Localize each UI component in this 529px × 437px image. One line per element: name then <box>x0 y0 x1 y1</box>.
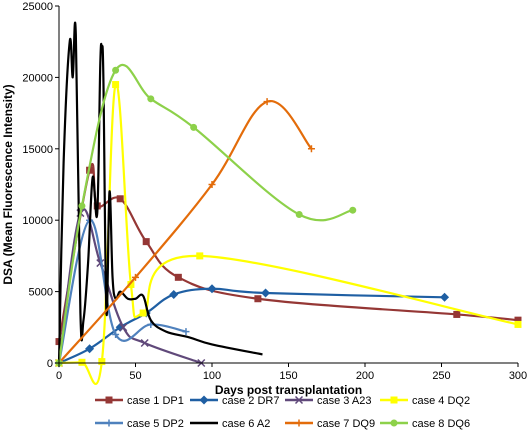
x-axis-ticks: 0 50 100 150 200 250 300 <box>56 363 527 382</box>
data-point-case-5-dp2 <box>112 330 120 338</box>
x-tick-label: 200 <box>356 370 374 382</box>
data-point-case-1-dp1 <box>142 238 150 246</box>
y-axis-title: DSA (Mean Fluorescence Intensity) <box>1 84 15 284</box>
legend-label: case 2 DR7 <box>222 395 279 407</box>
legend-item-case-3-a23: case 3 A23 <box>285 395 371 407</box>
legend-label: case 8 DQ6 <box>412 418 470 430</box>
legend: case 1 DP1 case 2 DR7 case 3 A23 case 4 DQ2… <box>95 395 470 430</box>
data-point-case-4-dq2 <box>98 358 106 366</box>
axes <box>58 6 518 364</box>
legend-label: case 3 A23 <box>317 395 371 407</box>
legend-item-case-8-dq6: case 8 DQ6 <box>380 418 470 430</box>
series-case-4-dq2 <box>55 81 522 385</box>
data-point-case-4-dq2 <box>127 280 135 288</box>
data-point-case-1-dp1 <box>116 195 124 203</box>
series-line-case-6-a2 <box>57 21 263 364</box>
legend-label: case 4 DQ2 <box>412 395 470 407</box>
data-point-case-4-dq2 <box>514 320 522 328</box>
x-tick-label: 0 <box>56 370 62 382</box>
series-line-case-8-dq6 <box>57 63 353 364</box>
legend-label: case 5 DP2 <box>127 418 184 430</box>
data-point-case-2-dr7 <box>169 289 179 299</box>
y-tick-label: 5000 <box>29 287 53 299</box>
x-tick-label: 100 <box>203 370 221 382</box>
data-point-case-4-dq2 <box>196 252 204 260</box>
legend-marker <box>294 395 304 405</box>
data-point-case-8-dq6 <box>112 66 120 74</box>
data-point-case-8-dq6 <box>295 210 303 218</box>
legend-marker <box>199 395 209 405</box>
data-point-case-4-dq2 <box>139 309 147 317</box>
legend-marker <box>295 419 303 427</box>
legend-item-case-6-a2: case 6 A2 <box>190 418 270 430</box>
legend-item-case-2-dr7: case 2 DR7 <box>190 395 279 407</box>
data-point-case-1-dp1 <box>453 310 461 318</box>
data-point-case-1-dp1 <box>174 273 182 281</box>
legend-label: case 7 DQ9 <box>317 418 375 430</box>
x-tick-label: 50 <box>129 370 141 382</box>
legend-item-case-1-dp1: case 1 DP1 <box>95 395 184 407</box>
data-point-case-8-dq6 <box>78 202 86 210</box>
y-axis-ticks: 0 5000 10000 15000 20000 25000 <box>22 1 59 370</box>
legend-item-case-5-dp2: case 5 DP2 <box>95 418 184 430</box>
data-point-case-3-a23 <box>119 323 128 332</box>
x-tick-label: 300 <box>509 370 527 382</box>
legend-marker <box>105 419 113 427</box>
legend-item-case-4-dq2: case 4 DQ2 <box>380 395 470 407</box>
legend-label: case 6 A2 <box>222 418 270 430</box>
data-point-case-2-dr7 <box>440 292 450 302</box>
legend-item-case-7-dq9: case 7 DQ9 <box>285 418 375 430</box>
x-tick-label: 150 <box>279 370 297 382</box>
y-tick-label: 10000 <box>22 215 53 227</box>
legend-marker <box>390 419 398 427</box>
data-point-case-2-dr7 <box>261 288 271 298</box>
series-case-8-dq6 <box>55 63 357 367</box>
data-point-case-8-dq6 <box>190 123 198 131</box>
data-point-case-4-dq2 <box>112 81 120 89</box>
y-tick-label: 20000 <box>22 72 53 84</box>
data-point-case-8-dq6 <box>147 95 155 103</box>
data-point-case-8-dq6 <box>349 206 357 214</box>
x-tick-label: 250 <box>432 370 450 382</box>
data-point-case-1-dp1 <box>514 316 522 324</box>
data-point-case-2-dr7 <box>207 284 217 294</box>
data-point-case-1-dp1 <box>254 295 262 303</box>
y-tick-label: 25000 <box>22 1 53 13</box>
data-point-case-7-dq9 <box>132 273 139 281</box>
data-point-case-7-dq9 <box>307 145 315 153</box>
plot-area <box>54 21 522 385</box>
data-point-case-3-a23 <box>140 338 149 348</box>
legend-label: case 1 DP1 <box>127 395 184 407</box>
data-point-case-5-dp2 <box>182 328 190 336</box>
data-point-case-7-dq9 <box>208 181 216 188</box>
x-axis-title: Days post transplantation <box>215 383 362 397</box>
data-point-case-4-dq2 <box>78 358 86 366</box>
legend-marker <box>390 396 398 404</box>
data-point-case-2-dr7 <box>85 344 95 354</box>
series-case-6-a2 <box>57 21 263 364</box>
data-point-case-7-dq9 <box>263 98 271 106</box>
y-tick-label: 0 <box>47 358 53 370</box>
legend-marker <box>105 396 113 404</box>
y-tick-label: 15000 <box>22 144 53 156</box>
series-line-case-4-dq2 <box>58 82 519 385</box>
